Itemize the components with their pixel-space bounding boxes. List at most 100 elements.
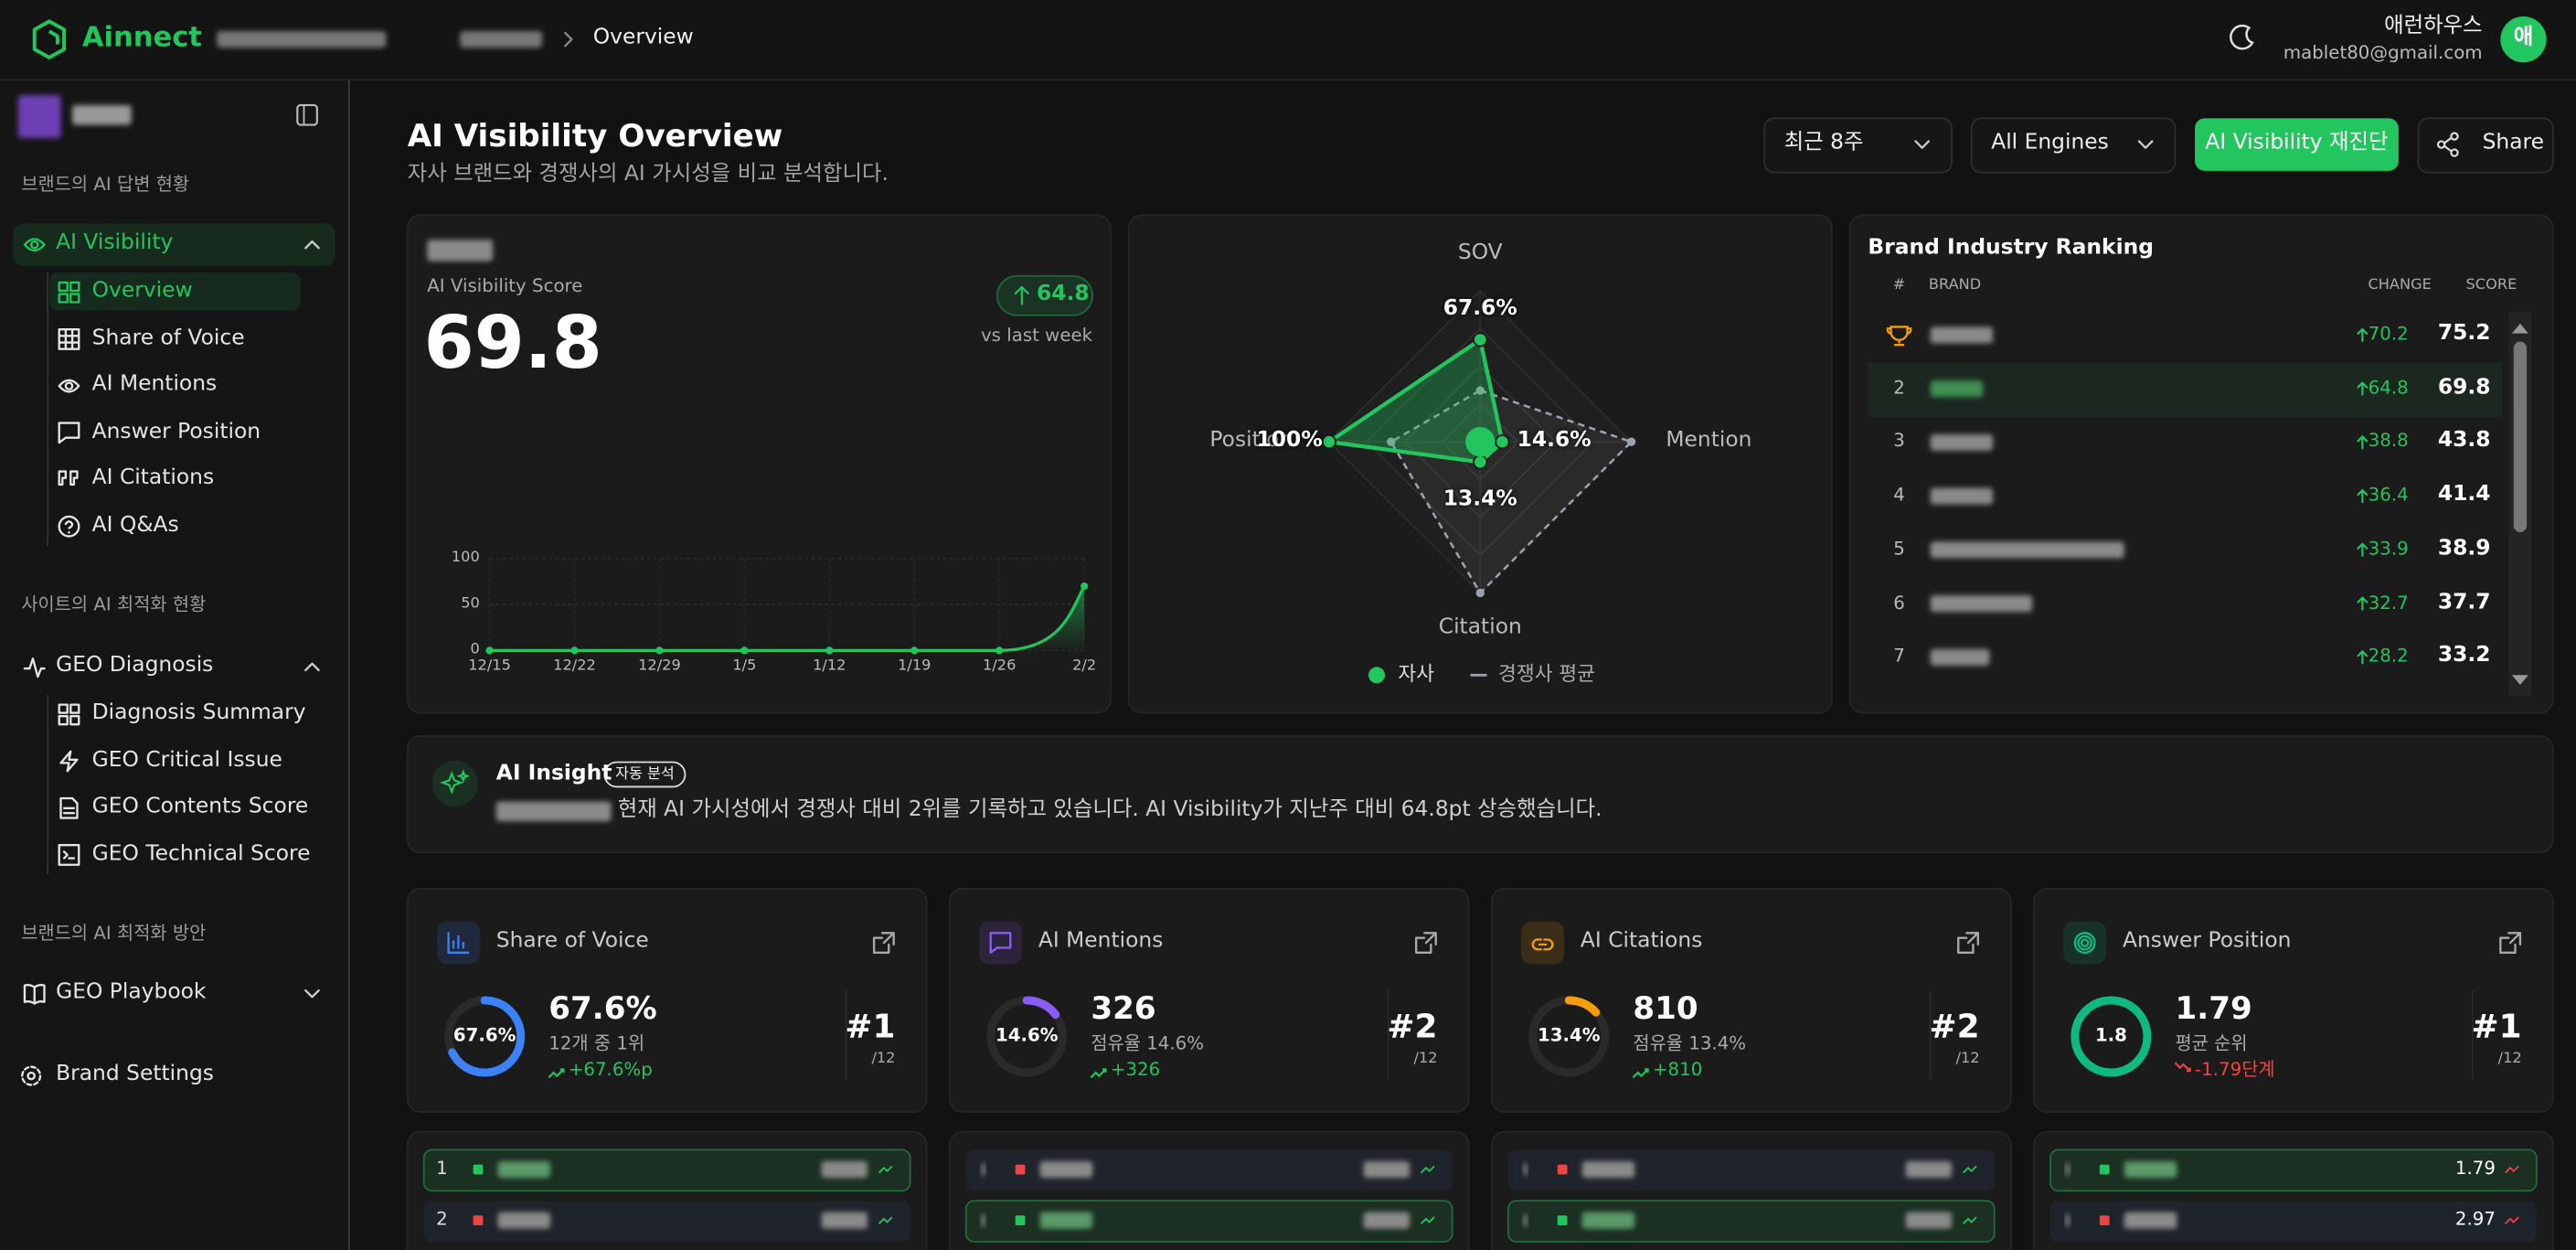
metric-icon-bg xyxy=(1521,921,1564,965)
ranking-card xyxy=(1848,214,2554,714)
y-tick-label: 0 xyxy=(470,642,480,659)
blurred-text xyxy=(980,1213,986,1227)
score: 33.2 xyxy=(2437,643,2491,668)
change: 36.4 xyxy=(2368,484,2409,506)
blurred-text xyxy=(821,1212,868,1229)
x-tick-label: 12/29 xyxy=(638,658,681,675)
icon xyxy=(58,281,80,304)
nav-item[interactable]: Answer Position xyxy=(91,419,261,444)
list-trend xyxy=(2505,1216,2519,1224)
avatar[interactable] xyxy=(2500,16,2547,63)
icon xyxy=(58,515,80,538)
point xyxy=(740,646,749,655)
nav-group[interactable]: AI Visibility xyxy=(56,230,174,256)
ring-label: 67.6% xyxy=(452,1024,516,1046)
share-button[interactable] xyxy=(2417,117,2554,174)
period-label[interactable]: 최근 8주 xyxy=(1783,130,1864,155)
nav-item[interactable]: AI Citations xyxy=(91,465,215,491)
list-marker xyxy=(1557,1215,1568,1226)
logo[interactable]: Ainnect xyxy=(81,21,202,55)
icon xyxy=(872,932,895,955)
nav-group[interactable]: GEO Diagnosis xyxy=(56,653,214,678)
icon xyxy=(2073,932,2096,955)
list-row xyxy=(2049,1149,2538,1192)
icon xyxy=(304,240,320,250)
icon xyxy=(59,750,79,773)
change: 28.2 xyxy=(2368,645,2409,668)
icon xyxy=(304,662,320,672)
engine-label[interactable]: All Engines xyxy=(1991,130,2109,155)
metric-icon-bg xyxy=(979,921,1022,965)
arrow-up xyxy=(2357,434,2368,450)
insight-icon-bg xyxy=(431,760,478,807)
score: 37.7 xyxy=(2437,589,2491,614)
avatar-initial[interactable]: 애 xyxy=(2513,25,2534,50)
radar-value-label: 67.6% xyxy=(1442,295,1517,321)
list-value: 2.97 xyxy=(2454,1208,2496,1230)
list-row xyxy=(1506,1200,1996,1243)
collapse-button[interactable] xyxy=(296,103,318,126)
arrow-up xyxy=(2357,488,2368,504)
scroll-up[interactable] xyxy=(2511,323,2528,334)
change-badge xyxy=(996,274,1094,316)
radar-point xyxy=(1626,437,1636,446)
list-row xyxy=(422,1149,911,1192)
score: 43.8 xyxy=(2437,428,2491,454)
score: 75.2 xyxy=(2437,321,2491,347)
radar-value-label: 13.4% xyxy=(1442,487,1517,513)
blurred-text xyxy=(1930,595,2033,613)
nav-item[interactable]: GEO Technical Score xyxy=(91,840,311,866)
nav-item[interactable]: AI Mentions xyxy=(91,371,218,397)
engine-select[interactable] xyxy=(1970,117,2177,174)
trend-icon xyxy=(1632,1068,1649,1079)
blurred-text xyxy=(1581,1212,1635,1229)
nav-item[interactable]: Diagnosis Summary xyxy=(91,700,306,726)
ring-arc xyxy=(1528,996,1610,1077)
icon xyxy=(2499,932,2522,955)
scroll-down[interactable] xyxy=(2511,675,2528,686)
arrow-up xyxy=(2357,327,2368,342)
arrow-up xyxy=(2357,542,2368,557)
nav-settings[interactable]: Brand Settings xyxy=(56,1062,214,1087)
nav-item[interactable]: Overview xyxy=(91,278,193,304)
trend-icon xyxy=(1090,1068,1107,1079)
scrollbar-thumb[interactable] xyxy=(2513,341,2528,533)
icon xyxy=(58,470,79,486)
icon xyxy=(58,327,80,350)
icon xyxy=(59,796,79,819)
theme-toggle[interactable] xyxy=(2230,24,2254,50)
blurred-text xyxy=(1581,1160,1635,1178)
rediagnose-button[interactable] xyxy=(2195,118,2399,171)
icon xyxy=(1957,932,1979,955)
blurred-text xyxy=(2124,1160,2177,1178)
icon xyxy=(64,520,74,534)
column-header: BRAND xyxy=(1928,277,1982,294)
metric-total: /12 xyxy=(2497,1051,2522,1068)
period-select[interactable] xyxy=(1763,117,1953,174)
rediagnose-label[interactable]: AI Visibility 재진단 xyxy=(2205,130,2389,155)
ring-arc xyxy=(444,996,526,1077)
nav-item[interactable]: AI Q&As xyxy=(91,512,179,538)
blurred-text xyxy=(427,240,494,262)
nav-item[interactable]: Share of Voice xyxy=(91,325,245,350)
column-header: SCORE xyxy=(2465,277,2517,294)
list-trend xyxy=(1420,1165,1435,1174)
nav-item[interactable]: GEO Critical Issue xyxy=(91,747,282,773)
radar-point xyxy=(1495,434,1510,450)
point xyxy=(995,646,1004,655)
icon xyxy=(58,422,80,444)
icon xyxy=(989,932,1012,955)
nav-item[interactable]: GEO Contents Score xyxy=(91,794,309,819)
share-label[interactable]: Share xyxy=(2482,130,2544,155)
metric-total: /12 xyxy=(1955,1051,1980,1068)
blurred-text xyxy=(460,31,543,48)
blurred-text xyxy=(1930,648,1990,666)
radar-point xyxy=(1321,434,1337,450)
blurred-text xyxy=(1905,1160,1953,1178)
rank: 4 xyxy=(1893,484,1905,506)
icon xyxy=(23,238,46,252)
icon xyxy=(564,31,573,48)
breadcrumb-current: Overview xyxy=(592,25,694,50)
nav-group[interactable]: GEO Playbook xyxy=(56,979,207,1005)
metric-value: 67.6% xyxy=(548,990,657,1027)
